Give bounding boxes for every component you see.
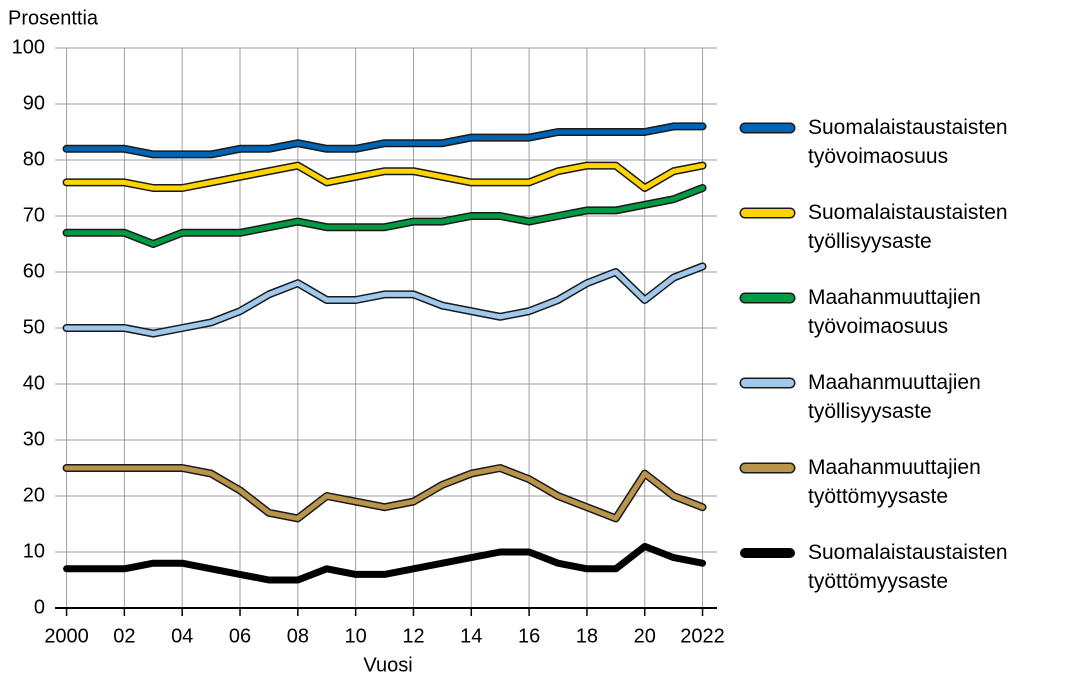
y-tick-label: 70 (23, 204, 45, 226)
legend-label: Maahanmuuttajien työllisyysaste (808, 371, 987, 423)
line (64, 263, 706, 337)
line (64, 185, 706, 247)
line (64, 465, 706, 521)
y-axis-label: Prosenttia (8, 7, 99, 29)
y-tick-label: 60 (23, 260, 45, 282)
y-tick-label: 20 (23, 484, 45, 506)
y-tick-label: 50 (23, 316, 45, 338)
x-tick-label: 12 (402, 625, 424, 647)
x-axis-label: Vuosi (363, 654, 412, 676)
legend-label: Suomalaistaustaisten työvoimaosuus (808, 116, 1013, 168)
legend-label: Maahanmuuttajien työvoimaosuus (808, 286, 987, 338)
x-tick-label: 20 (634, 625, 656, 647)
legend-label: Suomalaistaustaisten työttömyysaste (808, 541, 1013, 593)
line (63, 542, 707, 584)
x-tick-label: 06 (229, 625, 251, 647)
line (64, 163, 706, 191)
y-tick-label: 80 (23, 148, 45, 170)
x-tick-label: 10 (345, 625, 367, 647)
line-outline (62, 464, 707, 523)
y-tick-label: 40 (23, 372, 45, 394)
y-tick-label: 90 (23, 92, 45, 114)
y-tick-label: 100 (12, 36, 45, 58)
x-tick-label: 14 (460, 625, 482, 647)
x-tick-label: 2000 (44, 625, 89, 647)
legend-label: Maahanmuuttajien työttömyysaste (808, 456, 987, 508)
x-tick-label: 04 (171, 625, 193, 647)
y-tick-label: 30 (23, 428, 45, 450)
x-tick-label: 02 (113, 625, 135, 647)
x-tick-label: 08 (287, 625, 309, 647)
legend-label: Suomalaistaustaisten työllisyysaste (808, 201, 1013, 253)
y-tick-label: 0 (34, 596, 45, 618)
x-tick-label: 18 (576, 625, 598, 647)
x-tick-label: 16 (518, 625, 540, 647)
line (64, 123, 706, 157)
y-tick-label: 10 (23, 540, 45, 562)
x-tick-label: 2022 (680, 625, 725, 647)
